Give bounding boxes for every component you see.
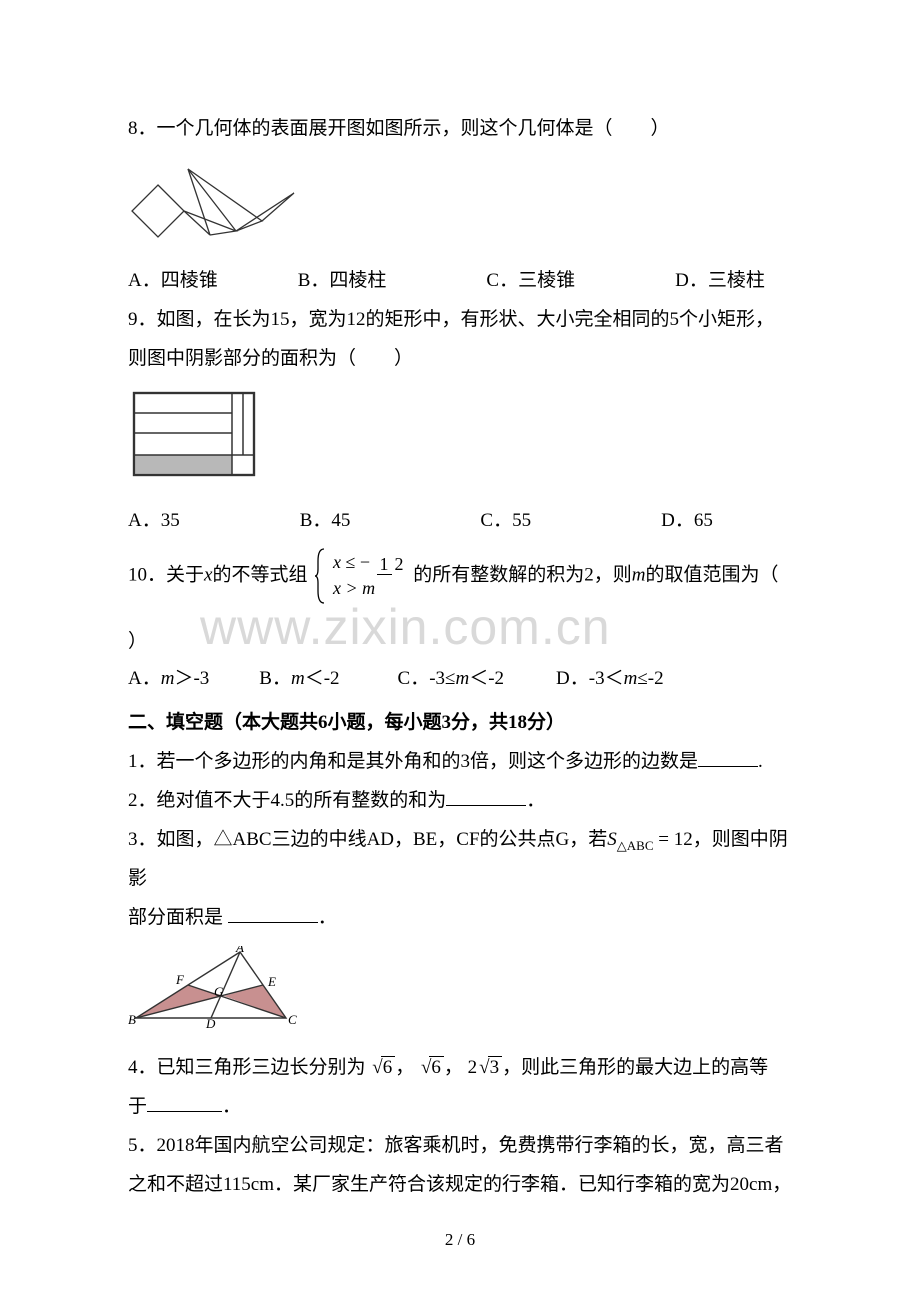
page-body: 8．一个几何体的表面展开图如图所示，则这个几何体是（ ） A．四棱锥 B．四棱柱… [0,0,920,1205]
f4-c1: ， [395,1057,414,1078]
q10-choice-a: A．m＞-3 [128,660,209,699]
q10-choice-b: B．m＜-2 [259,660,339,699]
sqrt-3: √3 [477,1049,502,1088]
f3-l2-pre: 部分面积是 [128,907,228,928]
f1-pre: 1．若一个多边形的内角和是其外角和的3倍，则这个多边形的边数是 [128,751,698,772]
f2-blank [446,787,526,806]
f4-line2: 于． [128,1088,792,1127]
c-a-pre: A． [128,668,161,689]
q8-stem: 8．一个几何体的表面展开图如图所示，则这个几何体是（ ） [128,110,792,149]
q10-choices: A．m＞-3 B．m＜-2 C．-3≤m＜-2 D．-3＜m≤-2 [128,660,792,699]
f3-eq: = 12 [654,829,693,850]
rad2: 6 [429,1056,444,1078]
lbl-A: A [235,946,244,955]
f2-post: ． [526,790,545,811]
q9-choice-c: C．55 [480,502,531,541]
f4-line1: 4．已知三角形三边长分别为 √6， √6， 2√3，则此三角形的最大边上的高等 [128,1049,792,1088]
q9-choice-d: D．65 [661,502,713,541]
f1-line: 1．若一个多边形的内角和是其外角和的3倍，则这个多边形的边数是. [128,743,792,782]
f3-pre: 3．如图，△ABC三边的中线AD，BE，CF的公共点G，若 [128,829,607,850]
c-d-pre: D．-3＜ [556,668,624,689]
q8-figure [128,157,792,256]
f4-l2-pre: 于 [128,1096,147,1117]
c-b-var: m [291,668,305,689]
triangle-svg: A B C D E F G [128,946,302,1028]
f5-line2: 之和不超过115cm．某厂家生产符合该规定的行李箱．已知行李箱的宽为20cm， [128,1166,792,1205]
c-c-var: m [455,668,469,689]
f4-blank [147,1093,222,1112]
f3-S: S [607,829,617,850]
net-svg [128,157,298,241]
rad3: 3 [488,1056,503,1078]
q8-choice-b: B．四棱柱 [298,262,387,301]
q9-stem-line2: 则图中阴影部分的面积为（ ） [128,340,792,379]
q9-stem-line1: 9．如图，在长为15，宽为12的矩形中，有形状、大小完全相同的5个小矩形， [128,301,792,340]
q10-post1: 的所有整数解的积为2，则 [413,564,632,585]
f4-post: ，则此三角形的最大边上的高等 [502,1057,768,1078]
q9-choice-a: A．35 [128,502,180,541]
f1-blank [698,748,758,767]
q10-choice-c: C．-3≤m＜-2 [398,660,505,699]
q9-figure [128,387,792,496]
q10-frac-num: 1 [377,554,392,575]
f1-post: . [758,751,763,772]
sqrt-1: √6 [370,1049,395,1088]
lbl-B: B [128,1012,136,1027]
f3-sub: △ABC [617,838,654,853]
q9-choices: A．35 B．45 C．55 D．65 [128,502,792,541]
f3-line1: 3．如图，△ABC三边的中线AD，BE，CF的公共点G，若S△ABC = 12，… [128,821,792,899]
page-number: 2 / 6 [0,1230,920,1250]
rect-svg [128,387,260,481]
q10-choice-d: D．-3＜m≤-2 [556,660,664,699]
c-b-post: ＜-2 [305,668,340,689]
f4-pre: 4．已知三角形三边长分别为 [128,1057,366,1078]
q10-frac: 12 [377,555,407,574]
q10-var-m: m [632,564,646,585]
sqrt-2: √6 [419,1049,444,1088]
q10-closing: ） [128,623,792,662]
q10-stem: 10．关于 x 的不等式组 x ≤ − 12 x > m 的所有整数解的积为2，则m… [128,547,792,605]
q10-top-var: x [333,552,341,572]
f3-blank [228,904,318,923]
lbl-F: F [175,972,185,987]
f3-figure: A B C D E F G [128,946,792,1043]
c-a-post: ＞-3 [174,668,209,689]
c-d-var: m [624,668,638,689]
f2-pre: 2．绝对值不大于4.5的所有整数的和为 [128,790,446,811]
brace-content: x ≤ − 12 x > m [333,550,409,600]
q8-choice-d: D．三棱柱 [675,262,765,301]
c-d-post: ≤-2 [637,668,663,689]
q10-mid: 的不等式组 [212,564,307,585]
c-b-pre: B． [259,668,291,689]
q8-choice-a: A．四棱锥 [128,262,218,301]
q10-post2: 的取值范围为（ [646,564,779,585]
c-c-pre: C．-3≤ [398,668,456,689]
rad3-coef: 2 [468,1057,478,1078]
q10-pre: 10．关于 [128,564,204,585]
rad1: 6 [381,1056,396,1078]
f3-l2-post: ． [318,907,337,928]
q8-choice-c: C．三棱锥 [486,262,575,301]
f2-line: 2．绝对值不大于4.5的所有整数的和为 ． [128,782,792,821]
lbl-C: C [288,1012,297,1027]
f4-l2-post: ． [222,1096,241,1117]
lbl-D: D [205,1016,216,1028]
f4-c2: ， [444,1057,463,1078]
lbl-E: E [267,974,276,989]
c-a-var: m [161,668,175,689]
brace-icon [314,547,326,605]
q9-choice-b: B．45 [300,502,351,541]
q10-bot: x > m [333,576,409,601]
lbl-G: G [214,984,224,999]
q10-frac-den: 2 [392,554,407,574]
f3-line2: 部分面积是 ． [128,899,792,938]
section2-heading: 二、填空题（本大题共6小题，每小题3分，共18分） [128,704,792,743]
q8-choices: A．四棱锥 B．四棱柱 C．三棱锥 D．三棱柱 [128,262,792,301]
c-c-post: ＜-2 [469,668,504,689]
q10-top-rel: ≤ − [345,552,370,572]
f5-line1: 5．2018年国内航空公司规定：旅客乘机时，免费携带行李箱的长，宽，高三者 [128,1127,792,1166]
